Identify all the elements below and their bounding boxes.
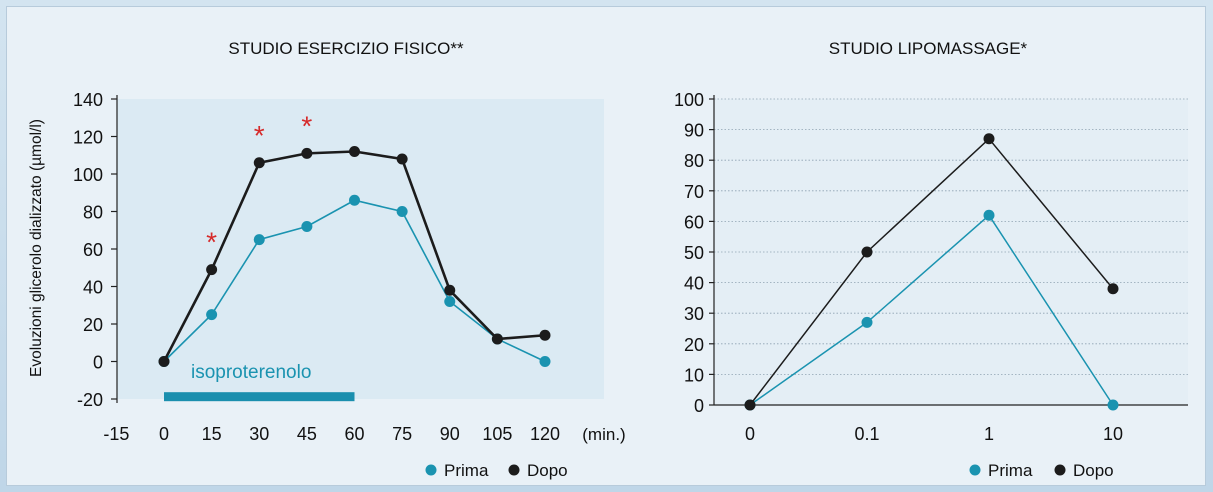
chart1-y-tick-label: -20 (77, 390, 103, 410)
chart1-point-prima (396, 206, 408, 217)
chart1-legend-prima-marker (425, 464, 437, 476)
chart1-point-dopo (206, 264, 218, 276)
chart1-point-dopo (396, 153, 408, 165)
chart2-x-tick-label: 0.1 (854, 424, 879, 444)
chart2-point-dopo (1107, 283, 1119, 295)
chart1-title: STUDIO ESERCIZIO FISICO** (228, 39, 464, 58)
chart1-point-dopo (539, 329, 551, 341)
chart1-legend-dopo-label: Dopo (527, 461, 568, 480)
chart2-y-tick-label: 0 (694, 396, 704, 416)
chart2-point-prima (861, 316, 873, 328)
chart1-y-tick-label: 80 (83, 203, 103, 223)
chart1-point-prima (444, 296, 456, 307)
chart1-x-tick-label: 0 (159, 424, 169, 444)
chart2-series-line-prima (749, 214, 1114, 406)
chart1-point-dopo (253, 157, 265, 169)
chart2-legend-dopo-label: Dopo (1073, 461, 1114, 480)
chart1-y-tick-label: 140 (73, 90, 103, 110)
chart2-y-tick-label: 60 (684, 212, 704, 232)
chart2-series-line-dopo (749, 137, 1114, 406)
chart1-point-prima (349, 194, 360, 206)
chart2-point-prima (1107, 399, 1119, 411)
chart1-point-prima (301, 221, 313, 232)
chart2-y-tick-label: 30 (684, 304, 704, 324)
chart2-y-tick-label: 80 (684, 151, 704, 171)
chart1-treatment-label: isoproterenolo (191, 362, 311, 383)
chart1-x-tick-label: 60 (344, 424, 364, 444)
chart1-significance-star: * (254, 120, 265, 151)
chart2-y-tick-label: 40 (684, 274, 704, 294)
chart1-point-prima (253, 234, 265, 246)
charts-panel: STUDIO ESERCIZIO FISICO** 140 120 100 80 60 40… (6, 6, 1206, 486)
chart1-y-tick-label: 20 (83, 315, 103, 335)
chart2-legend-prima-marker (969, 464, 981, 476)
chart1-x-tick-label: -15 (103, 424, 129, 444)
chart1-point-dopo (349, 146, 360, 157)
chart2-y-tick-label: 100 (674, 90, 704, 110)
chart1-point-prima (539, 356, 551, 367)
chart1-legend-dopo-marker (508, 464, 520, 476)
chart2-x-tick-label: 1 (984, 424, 994, 444)
chart2-y-tick-label: 10 (684, 365, 704, 385)
chart1-y-tick-label: 0 (93, 353, 103, 373)
chart1-y-axis-label: Evoluzioni glicerolo dializzato (µmol/l) (28, 119, 45, 377)
chart2-plot-area (714, 99, 1188, 405)
chart1-point-dopo (158, 356, 170, 367)
chart1-y-tick-label: 100 (73, 165, 103, 185)
chart1-point-dopo (444, 284, 456, 296)
chart2-point-dopo (983, 133, 995, 145)
chart1-x-tick-label: 90 (440, 424, 460, 444)
chart1-significance-star: * (301, 110, 312, 141)
chart1-y-tick-label: 120 (73, 128, 103, 148)
chart1-x-tick-label: 120 (530, 424, 560, 444)
chart2-x-tick-label: 10 (1103, 424, 1123, 444)
chart1-x-tick-label: 15 (202, 424, 222, 444)
chart1-point-dopo (491, 333, 503, 345)
chart1-x-tick-label: 30 (249, 424, 269, 444)
chart2-y-tick-label: 90 (684, 121, 704, 141)
chart1-point-prima (206, 309, 218, 321)
chart2-y-tick-label: 70 (684, 182, 704, 202)
chart1-x-tick-label: 45 (297, 424, 317, 444)
chart1-x-tick-label: 75 (392, 424, 412, 444)
chart1-x-unit: (min.) (582, 425, 625, 444)
chart2-point-dopo (744, 399, 756, 411)
chart1-y-tick-label: 40 (83, 278, 103, 298)
chart1-legend-prima-label: Prima (444, 461, 489, 480)
charts-svg: STUDIO ESERCIZIO FISICO**140120100806040… (28, 39, 1188, 480)
chart1-x-tick-label: 105 (482, 424, 512, 444)
chart2-y-tick-label: 20 (684, 335, 704, 355)
chart2-x-tick-label: 0 (745, 424, 755, 444)
chart2-point-prima (983, 209, 995, 221)
chart1-significance-star: * (206, 227, 217, 258)
chart2-y-tick-label: 50 (684, 243, 704, 263)
chart2-point-dopo (861, 246, 873, 258)
chart1-y-tick-label: 60 (83, 240, 103, 260)
chart2-legend-dopo-marker (1054, 464, 1066, 476)
chart2-legend-prima-label: Prima (988, 461, 1033, 480)
chart1-plot-area (117, 99, 604, 399)
chart2-title: STUDIO LIPOMASSAGE* (829, 39, 1028, 58)
chart1-treatment-bar (164, 392, 355, 402)
chart1-point-dopo (301, 147, 313, 159)
